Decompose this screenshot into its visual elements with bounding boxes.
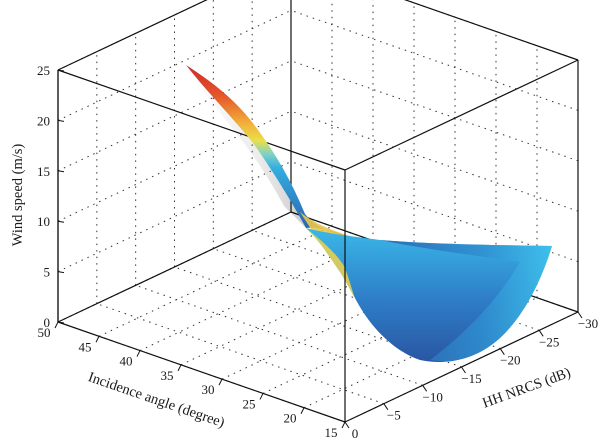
nrcs-tick-label: −30 bbox=[578, 316, 598, 331]
incidence-tick bbox=[177, 364, 182, 372]
incidence-tick-label: 25 bbox=[243, 396, 256, 411]
wind-tick-label: 20 bbox=[37, 113, 50, 128]
incidence-tick-label: 50 bbox=[38, 325, 51, 340]
nrcs-tick-label: −25 bbox=[539, 334, 559, 349]
incidence-tick bbox=[300, 407, 305, 414]
side-wall-grid-line bbox=[290, 9, 579, 111]
incidence-tick bbox=[54, 321, 59, 329]
incidence-tick-label: 45 bbox=[79, 339, 92, 354]
incidence-axis-title: Incidence angle (degree) bbox=[86, 369, 227, 431]
incidence-tick-label: 40 bbox=[120, 354, 133, 369]
nrcs-tick bbox=[461, 366, 466, 374]
nrcs-tick bbox=[344, 421, 350, 429]
incidence-tick-label: 15 bbox=[325, 425, 338, 440]
surface-lower-bowl-shade bbox=[380, 240, 552, 362]
nrcs-tick-label: −10 bbox=[422, 389, 442, 404]
incidence-tick bbox=[95, 336, 100, 343]
wind-tick bbox=[57, 321, 65, 324]
side-wall-grid-line bbox=[404, 0, 579, 61]
nrcs-tick bbox=[538, 330, 544, 337]
wind-tick-label: 15 bbox=[37, 164, 50, 179]
nrcs-tick-label: −5 bbox=[387, 408, 401, 423]
wind-tick bbox=[57, 119, 65, 122]
side-wall-grid-line bbox=[290, 60, 579, 162]
box-edge bbox=[57, 211, 292, 323]
nrcs-tick-label: −15 bbox=[461, 371, 481, 386]
incidence-axis-line bbox=[57, 321, 346, 423]
wind-tick-label: 5 bbox=[44, 265, 51, 280]
wind-tick bbox=[57, 271, 65, 274]
wind-tick-label: 0 bbox=[44, 315, 51, 330]
incidence-tick-label: 20 bbox=[284, 411, 297, 426]
nrcs-tick bbox=[499, 348, 505, 355]
incidence-tick-label: 30 bbox=[202, 382, 215, 397]
incidence-tick bbox=[218, 378, 223, 386]
back-wall-grid-line bbox=[57, 60, 292, 172]
box-edge bbox=[403, 0, 579, 61]
back-wall-grid-line bbox=[57, 9, 292, 121]
surface-upper-ribbon bbox=[186, 65, 350, 237]
incidence-tick bbox=[136, 350, 141, 357]
wind-tick-label: 25 bbox=[37, 63, 50, 78]
nrcs-tick-label: 0 bbox=[352, 426, 359, 440]
box-edge bbox=[57, 0, 208, 71]
nrcs-tick bbox=[383, 403, 389, 410]
nrcs-axis-title: HH NRCS (dB) bbox=[480, 365, 573, 412]
incidence-tick-label: 35 bbox=[161, 368, 174, 383]
incidence-tick bbox=[259, 393, 264, 400]
nrcs-tick bbox=[577, 311, 583, 319]
incidence-tick bbox=[341, 421, 346, 429]
wind-tick bbox=[57, 69, 65, 72]
back-wall-grid-line bbox=[57, 161, 292, 273]
wind-tick bbox=[57, 170, 65, 173]
wind-axis-title: Wind speed (m/s) bbox=[10, 144, 26, 247]
wind-tick-label: 10 bbox=[37, 214, 50, 229]
side-wall-grid-line bbox=[290, 110, 579, 212]
surface-upper-shade bbox=[186, 65, 306, 228]
box-edge bbox=[344, 59, 579, 171]
nrcs-tick bbox=[422, 385, 428, 392]
back-wall-grid-line bbox=[57, 0, 208, 71]
tick-layer: 15202530354045500−5−10−15−20−25−30051015… bbox=[37, 63, 598, 441]
box-edge bbox=[57, 69, 346, 171]
wind-tick bbox=[57, 220, 65, 223]
nrcs-tick-label: −20 bbox=[500, 353, 520, 368]
surface-layer bbox=[186, 65, 552, 362]
